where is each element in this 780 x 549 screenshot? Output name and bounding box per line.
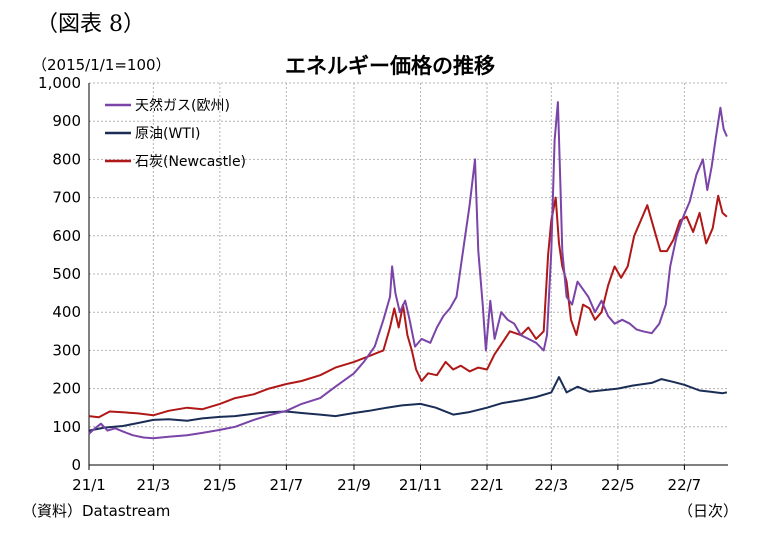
- grid-lines: [89, 82, 728, 465]
- x-tick-label: 21/5: [203, 476, 237, 494]
- legend-label: 原油(WTI): [135, 126, 200, 142]
- series-line: [88, 376, 728, 432]
- y-tick-label: 500: [52, 265, 81, 283]
- x-tick-label: 22/5: [601, 476, 635, 494]
- y-tick-label: 900: [52, 112, 81, 130]
- y-tick-label: 100: [52, 418, 81, 436]
- chart-title: エネルギー価格の推移: [285, 54, 495, 78]
- unit-note: （2015/1/1=100）: [32, 56, 171, 74]
- legend-label: 天然ガス(欧州): [135, 97, 230, 114]
- x-tick-label: 22/7: [668, 476, 702, 494]
- y-tick-label: 200: [52, 380, 81, 398]
- x-tick-label: 21/1: [72, 476, 106, 494]
- series-lines: [88, 101, 728, 440]
- source-note: （資料）Datastream: [22, 502, 171, 520]
- x-tick-label: 22/1: [470, 476, 504, 494]
- x-tick-label: 21/3: [136, 476, 170, 494]
- axes: 0 100 200 300 400 500 600 700 800 900 1,000 21/1 21/…: [38, 74, 728, 494]
- x-tick-label: 21/11: [399, 476, 442, 494]
- figure-label: （図表 8）: [36, 12, 145, 37]
- series-line: [88, 101, 728, 440]
- series-line: [88, 194, 728, 419]
- y-tick-label: 400: [52, 303, 81, 321]
- x-axis-unit: （日次）: [677, 502, 738, 520]
- y-tick-label: 600: [52, 227, 81, 245]
- y-tick-label: 0: [71, 456, 81, 474]
- legend-label: 石炭(Newcastle): [135, 154, 246, 170]
- y-tick-label: 800: [52, 150, 81, 168]
- x-tick-label: 21/7: [270, 476, 304, 494]
- x-tick-label: 21/9: [337, 476, 371, 494]
- y-tick-label: 1,000: [38, 74, 81, 92]
- legend: 天然ガス(欧州) 原油(WTI) 石炭(Newcastle): [105, 97, 246, 170]
- y-tick-label: 700: [52, 189, 81, 207]
- y-tick-label: 300: [52, 341, 81, 359]
- x-tick-label: 22/3: [535, 476, 569, 494]
